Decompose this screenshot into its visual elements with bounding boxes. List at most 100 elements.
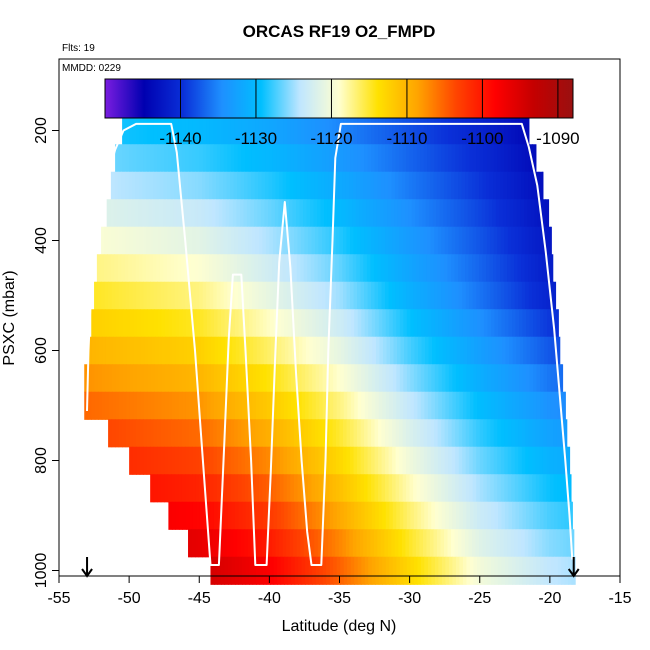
heatmap-cell — [530, 336, 535, 365]
heatmap-cell — [436, 529, 442, 558]
heatmap-cell — [126, 364, 131, 393]
heatmap-cell — [504, 501, 510, 530]
heatmap-cell — [465, 226, 470, 255]
heatmap-cell — [406, 391, 411, 420]
heatmap-cell — [91, 391, 96, 420]
heatmap-cell — [251, 281, 256, 310]
heatmap-cell — [358, 336, 363, 365]
colorbar-tick-label: -1130 — [235, 129, 277, 148]
heatmap-cell — [344, 336, 349, 365]
heatmap-cell — [268, 254, 273, 283]
heatmap-cell — [501, 556, 506, 585]
heatmap-cell — [213, 501, 219, 530]
heatmap-cell — [293, 254, 298, 283]
heatmap-cell — [269, 144, 274, 173]
heatmap-cell — [145, 254, 151, 283]
heatmap-cell — [395, 419, 400, 448]
heatmap-cell — [259, 364, 264, 393]
heatmap-cell — [265, 419, 270, 448]
heatmap-cell — [371, 364, 376, 393]
heatmap-cell — [437, 474, 442, 503]
heatmap-cell — [248, 144, 253, 173]
heatmap-cell — [518, 226, 523, 255]
heatmap-cell — [325, 144, 330, 173]
heatmap-cell — [440, 529, 445, 558]
heatmap-cell — [247, 529, 252, 558]
heatmap-cell — [514, 116, 519, 145]
heatmap-cell — [295, 336, 300, 365]
heatmap-cell — [213, 364, 219, 393]
heatmap-cell — [321, 529, 326, 558]
heatmap-cell — [392, 474, 397, 503]
heatmap-cell — [507, 529, 512, 558]
heatmap-cell — [357, 556, 362, 585]
heatmap-cell — [410, 501, 415, 530]
heatmap-cell — [514, 529, 519, 558]
heatmap-cell — [434, 391, 439, 420]
heatmap-cell — [307, 281, 313, 310]
heatmap-cell — [153, 474, 158, 503]
heatmap-cell — [409, 446, 414, 475]
heatmap-cell — [451, 171, 456, 200]
heatmap-cell — [169, 199, 174, 228]
heatmap-cell — [314, 529, 319, 558]
heatmap-cell — [544, 199, 550, 228]
heatmap-cell — [500, 254, 505, 283]
heatmap-cell — [175, 364, 180, 393]
heatmap-cell — [472, 446, 477, 475]
heatmap-cell — [519, 309, 524, 338]
heatmap-cell — [328, 474, 334, 503]
heatmap-cell — [143, 281, 148, 310]
heatmap-cell — [410, 391, 415, 420]
heatmap-cell — [199, 391, 205, 420]
heatmap-cell — [392, 364, 397, 393]
heatmap-cell — [288, 336, 293, 365]
heatmap-cell — [388, 226, 393, 255]
heatmap-cell — [413, 116, 418, 145]
heatmap-cell — [451, 474, 456, 503]
heatmap-cell — [174, 419, 179, 448]
heatmap-cell — [475, 171, 480, 200]
heatmap-cell — [493, 474, 498, 503]
heatmap-cell — [216, 171, 221, 200]
heatmap-cell — [512, 336, 517, 365]
heatmap-cell — [399, 446, 404, 475]
heatmap-cell — [162, 199, 167, 228]
heatmap-cell — [270, 309, 275, 338]
heatmap-cell — [94, 391, 99, 420]
heatmap-cell — [476, 281, 481, 310]
heatmap-cell — [219, 254, 224, 283]
heatmap-cell — [366, 529, 371, 558]
heatmap-cell — [350, 144, 355, 173]
heatmap-cell — [139, 144, 144, 173]
heatmap-cell — [353, 419, 358, 448]
heatmap-cell — [209, 171, 214, 200]
heatmap-cell — [142, 171, 147, 200]
heatmap-cell — [382, 364, 387, 393]
heatmap-cell — [112, 309, 117, 338]
heatmap-cell — [213, 474, 218, 503]
heatmap-cell — [286, 474, 292, 503]
heatmap-cell — [291, 556, 296, 585]
heatmap-cell — [375, 556, 380, 585]
heatmap-cell — [424, 556, 429, 585]
heatmap-cell — [378, 474, 383, 503]
heatmap-cell — [497, 556, 503, 585]
heatmap-cell — [258, 254, 263, 283]
heatmap-cell — [554, 309, 559, 338]
heatmap-cell — [260, 336, 265, 365]
heatmap-cell — [356, 529, 361, 558]
heatmap-cell — [371, 226, 376, 255]
heatmap-cell — [221, 336, 226, 365]
heatmap-cell — [244, 144, 249, 173]
heatmap-cell — [159, 199, 164, 228]
heatmap-cell — [294, 391, 299, 420]
heatmap-cell — [473, 309, 478, 338]
heatmap-cell — [143, 144, 148, 173]
heatmap-cell — [370, 254, 375, 283]
heatmap-cell — [398, 529, 403, 558]
heatmap-cell — [191, 529, 196, 558]
heatmap-cell — [257, 199, 262, 228]
heatmap-cell — [539, 281, 544, 310]
heatmap-cell — [269, 226, 274, 255]
